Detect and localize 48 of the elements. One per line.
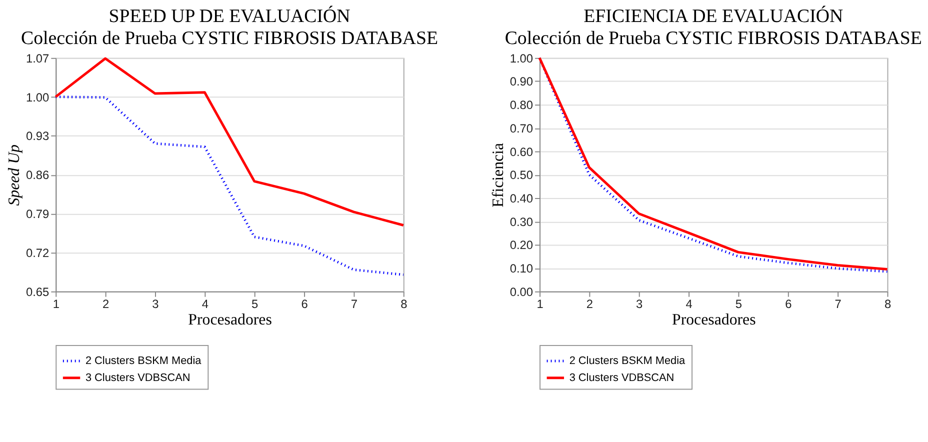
y-tick-label: 0.72 [26,246,50,260]
x-tick-label: 3 [152,296,160,311]
y-tick-label: 0.30 [510,214,534,229]
x-tick-label: 3 [636,296,644,311]
y-tick-label: 0.93 [26,129,50,144]
x-tick-label: 4 [202,296,209,311]
x-tick-label: 2 [102,296,110,311]
x-tick-label: 4 [686,296,693,311]
y-tick-label: 0.00 [510,284,534,299]
chart-title: SPEED UP DE EVALUACIÓN [108,5,351,28]
x-tick-label: 8 [400,296,408,311]
y-tick-label: 0.79 [26,207,50,222]
legend-label: 3 Clusters VDBSCAN [85,372,190,384]
y-tick-label: 0.50 [510,168,534,182]
y-tick-label: 0.80 [510,98,534,112]
y-tick-label: 0.86 [26,168,50,182]
legend-label: 2 Clusters BSKM Media [569,354,686,367]
x-tick-label: 8 [884,296,892,311]
y-tick-label: 0.40 [510,191,534,206]
y-tick-label: 0.90 [510,74,534,89]
x-tick-label: 2 [586,296,594,311]
legend-label: 3 Clusters VDBSCAN [569,372,674,384]
chart-title: EFICIENCIA DE EVALUACIÓN [584,5,844,28]
x-tick-label: 1 [536,296,544,311]
x-tick-label: 6 [785,296,792,311]
legend-label: 2 Clusters BSKM Media [85,354,202,367]
y-tick-label: 0.70 [510,121,534,136]
y-tick-label: 0.10 [510,262,534,276]
x-tick-label: 7 [350,296,358,311]
x-axis-title: Procesadores [672,312,756,329]
y-tick-label: 1.00 [26,90,50,104]
line-series [54,96,405,276]
x-tick-label: 1 [52,296,60,311]
y-tick-label: 1.00 [510,51,534,66]
y-axis-title: Speed Up [6,144,24,206]
chart-subtitle: Colección de Prueba CYSTIC FIBROSIS DATABASE [504,28,922,49]
line-series [54,57,405,226]
y-tick-label: 0.60 [510,144,534,159]
chart-subtitle: Colección de Prueba CYSTIC FIBROSIS DATABASE [20,28,438,49]
x-tick-label: 7 [834,296,842,311]
y-tick-label: 0.20 [510,238,534,252]
y-tick-label: 0.65 [26,284,50,299]
y-axis-title: Eficiencia [490,142,507,208]
y-tick-label: 1.07 [26,51,50,66]
x-axis-title: Procesadores [188,312,272,329]
x-tick-label: 5 [735,296,742,311]
x-tick-label: 5 [252,296,259,311]
x-tick-label: 6 [301,296,308,311]
